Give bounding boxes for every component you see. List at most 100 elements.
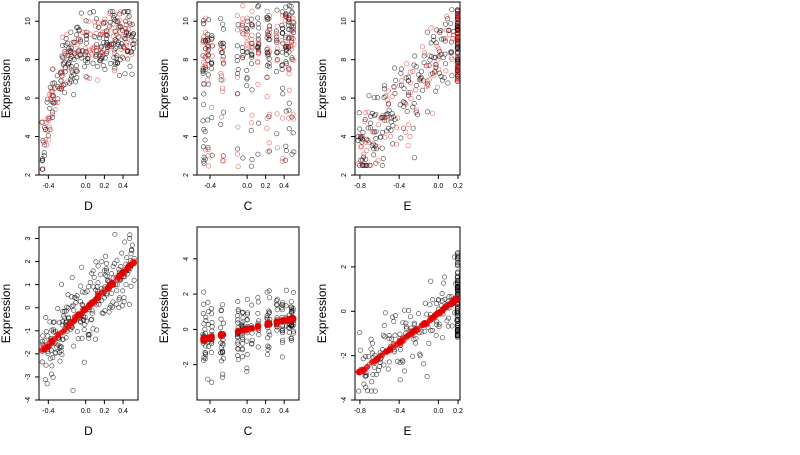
data-point [104, 286, 110, 292]
data-point [92, 19, 98, 25]
data-point [279, 326, 285, 332]
data-point [116, 296, 122, 302]
y-tick-label: 8 [183, 58, 190, 62]
data-point [417, 353, 423, 359]
y-tick-label: 6 [25, 96, 32, 100]
x-axis-title: D [84, 199, 93, 213]
data-point [455, 26, 461, 32]
data-point [201, 321, 207, 327]
data-point [79, 335, 85, 341]
data-point [264, 74, 270, 80]
y-tick-label: -2 [341, 352, 348, 358]
data-point [63, 335, 69, 341]
data-point [290, 289, 296, 295]
data-point [431, 37, 437, 43]
data-point [50, 66, 56, 72]
data-point [205, 37, 211, 43]
data-point [375, 367, 381, 373]
data-point [286, 87, 292, 93]
data-point [249, 325, 255, 332]
data-point [445, 315, 451, 321]
data-point [255, 151, 261, 157]
data-point [44, 381, 50, 387]
data-point [445, 323, 451, 329]
data-point [101, 52, 107, 58]
data-point [235, 298, 241, 304]
data-point [373, 111, 379, 117]
data-point [64, 55, 70, 61]
data-point [119, 250, 125, 256]
data-point [380, 130, 386, 136]
data-point [274, 38, 280, 44]
data-point [90, 326, 96, 332]
data-point [218, 316, 224, 322]
data-point [66, 315, 72, 321]
data-point [130, 31, 136, 37]
data-point [128, 283, 134, 289]
data-point [64, 323, 71, 330]
data-point [283, 4, 289, 10]
data-point [235, 341, 241, 347]
data-point [201, 91, 207, 97]
data-point [291, 41, 297, 47]
data-point [407, 69, 413, 75]
data-point [47, 97, 53, 103]
data-point [47, 105, 53, 111]
data-point [446, 27, 452, 33]
data-point [49, 338, 55, 345]
data-point [280, 40, 286, 46]
data-point [391, 65, 397, 71]
data-point [55, 96, 61, 102]
data-point [85, 331, 91, 337]
data-point [203, 46, 209, 52]
data-point [249, 87, 255, 93]
data-point [79, 264, 85, 270]
x-tick-label: 0.0 [242, 408, 252, 415]
data-point [380, 156, 386, 162]
data-point [291, 57, 297, 63]
data-point [249, 40, 255, 46]
data-point [220, 158, 226, 164]
data-point [57, 86, 63, 92]
data-point [358, 144, 364, 150]
y-tick-label: 2 [183, 173, 190, 177]
data-point [436, 321, 442, 327]
data-point [205, 147, 211, 153]
data-point [44, 99, 50, 105]
data-point [280, 302, 286, 308]
data-point [266, 50, 272, 56]
data-point [94, 295, 101, 302]
data-point [127, 235, 133, 241]
data-point [104, 273, 110, 279]
data-point [244, 28, 250, 34]
data-point [87, 75, 93, 81]
x-axis-title: C [244, 424, 253, 438]
data-point [81, 317, 87, 323]
data-point [405, 143, 411, 149]
data-point [389, 336, 395, 342]
data-point [249, 8, 255, 14]
data-point [405, 122, 411, 128]
data-point [290, 116, 296, 122]
data-point [428, 328, 434, 334]
data-point [87, 331, 93, 337]
data-point [411, 62, 417, 68]
data-point [285, 22, 291, 28]
data-point [249, 157, 255, 163]
data-point [418, 78, 424, 84]
data-point [371, 113, 377, 119]
data-point [124, 48, 130, 54]
data-point [288, 33, 294, 39]
data-point [209, 66, 215, 72]
data-point [411, 322, 417, 328]
data-point [283, 18, 289, 24]
data-point [89, 308, 95, 314]
data-point [74, 75, 80, 81]
data-point [419, 44, 425, 50]
data-point [428, 25, 434, 31]
data-point [239, 320, 245, 326]
data-point [411, 101, 417, 107]
data-point [239, 25, 245, 31]
data-point [407, 314, 413, 320]
